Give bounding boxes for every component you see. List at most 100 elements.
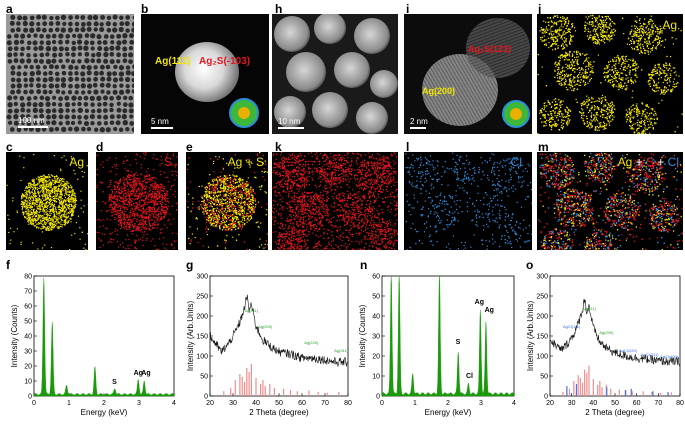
eds-dot <box>607 75 609 77</box>
eds-dot <box>44 226 46 228</box>
nanoparticle <box>105 21 111 27</box>
eds-dot <box>582 72 584 74</box>
eds-dot <box>64 222 66 224</box>
nanoparticle <box>19 39 25 45</box>
eds-dot <box>586 99 588 101</box>
eds-dot <box>61 214 63 216</box>
particle-cluster-h <box>274 14 398 134</box>
nanoparticle <box>13 58 19 64</box>
eds-dot <box>144 222 146 224</box>
eds-dot <box>558 113 560 115</box>
eds-dot <box>57 190 59 192</box>
eds-dot <box>565 32 567 34</box>
eds-dot <box>154 191 156 193</box>
eds-dot <box>65 215 67 217</box>
eds-dot <box>609 18 611 20</box>
eds-dot <box>603 76 605 78</box>
nanoparticle <box>61 126 67 133</box>
nanoparticle <box>74 83 80 89</box>
eds-dot <box>583 80 585 82</box>
eds-dot <box>602 40 604 42</box>
eds-dot <box>71 214 73 217</box>
eds-dot <box>586 35 589 37</box>
eds-dot <box>637 43 639 45</box>
nanoparticle <box>86 26 92 32</box>
eds-dot <box>47 202 49 204</box>
eds-dot <box>149 226 151 228</box>
eds-dot <box>595 115 597 117</box>
eds-dot <box>640 46 642 48</box>
eds-dot <box>559 105 561 107</box>
eds-dot <box>26 187 28 189</box>
eds-dot <box>562 100 564 102</box>
eds-dot <box>59 203 61 205</box>
eds-dot <box>44 199 46 201</box>
eds-dot <box>33 202 35 204</box>
eds-dot <box>605 35 607 37</box>
eds-dot <box>66 184 68 186</box>
eds-dot <box>611 29 613 31</box>
nanoparticle <box>60 14 67 21</box>
eds-dot <box>625 87 627 89</box>
eds-dot <box>54 180 56 182</box>
eds-dot <box>41 175 43 177</box>
eds-dot <box>660 44 662 46</box>
eds-dot <box>62 184 64 186</box>
nanoparticle <box>131 77 134 83</box>
nanoparticle <box>125 65 131 70</box>
nanoparticle <box>22 20 28 27</box>
nanoparticle <box>125 83 130 89</box>
eds-dot <box>657 42 659 44</box>
eds-dot <box>656 83 658 85</box>
eds-dot <box>661 72 663 74</box>
eds-dot <box>71 195 73 197</box>
eds-dot <box>560 100 562 102</box>
eds-dot <box>143 212 145 214</box>
nanoparticle <box>105 82 111 88</box>
nanoparticle <box>115 120 121 126</box>
eds-dot <box>31 223 33 226</box>
nanoparticle <box>39 33 44 39</box>
eds-dot <box>607 35 609 37</box>
eds-dot <box>19 155 21 157</box>
nanoparticle <box>96 58 102 64</box>
eds-dot <box>625 116 627 118</box>
eds-dot <box>583 60 586 62</box>
eds-dot <box>598 43 600 45</box>
eds-dot <box>564 82 566 84</box>
eds-dot <box>24 210 27 213</box>
nanoparticle <box>105 127 111 133</box>
eds-dot <box>63 216 66 218</box>
nanoparticle <box>35 70 42 76</box>
eds-dot <box>652 71 654 74</box>
eds-dot <box>574 56 576 59</box>
eds-dot <box>65 159 67 161</box>
eds-dot <box>588 121 591 123</box>
eds-dot <box>639 34 641 36</box>
eds-dot <box>38 194 40 196</box>
eds-dot <box>591 17 593 20</box>
eds-dot <box>646 128 648 130</box>
eds-dot <box>36 212 38 214</box>
eds-dot <box>556 64 558 66</box>
eds-dot <box>50 226 52 228</box>
eds-dot <box>74 205 77 207</box>
eds-dot <box>69 191 71 193</box>
eds-dot <box>138 227 140 229</box>
eds-dot <box>54 201 56 203</box>
eds-dot <box>672 81 675 83</box>
eds-dot <box>44 217 46 220</box>
eds-dot <box>664 39 667 41</box>
eds-dot <box>30 213 33 215</box>
eds-dot <box>549 110 551 113</box>
eds-dot <box>599 98 601 100</box>
eds-dot <box>640 43 642 45</box>
eds-dot <box>543 109 545 111</box>
nanoparticle <box>102 40 108 45</box>
eds-dot <box>45 209 47 211</box>
nanoparticle <box>118 127 124 133</box>
eds-dot <box>630 125 632 127</box>
eds-dot <box>68 186 70 188</box>
eds-dot <box>48 222 50 224</box>
eds-dot <box>629 71 631 73</box>
